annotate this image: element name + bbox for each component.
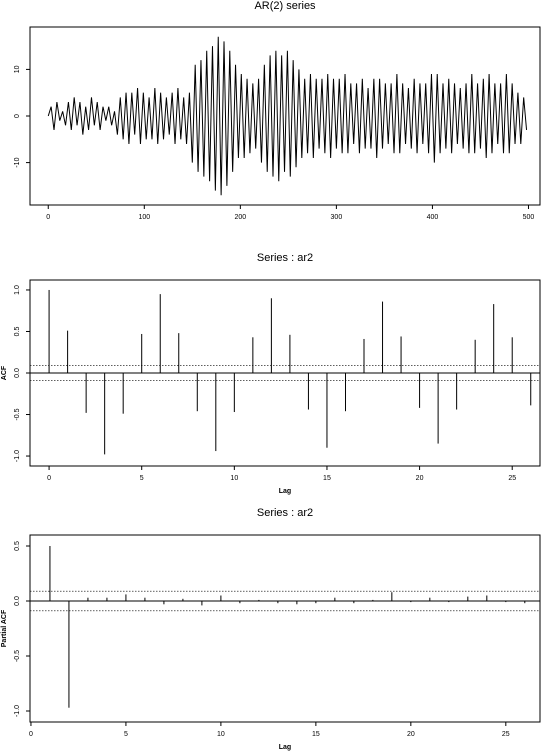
- y-tick-label: 0.5: [14, 327, 21, 337]
- x-tick-label: 300: [331, 214, 343, 221]
- x-tick-label: 500: [523, 214, 535, 221]
- plot-frame: [29, 534, 541, 723]
- chart-title: Series : ar2: [257, 252, 313, 264]
- x-tick-label: 15: [323, 475, 331, 482]
- y-axis-label: Partial ACF: [1, 609, 8, 647]
- x-tick-label: 20: [407, 731, 415, 738]
- x-tick-label: 100: [138, 214, 150, 221]
- x-tick-label: 25: [502, 731, 510, 738]
- y-tick-label: -1.0: [14, 450, 21, 462]
- y-tick-label: 0.0: [14, 596, 21, 606]
- y-tick-label: 0: [14, 114, 21, 118]
- chart-title: AR(2) series: [254, 0, 316, 12]
- x-axis-label: Lag: [279, 744, 291, 751]
- chart-title: Series : ar2: [257, 507, 313, 519]
- y-tick-label: 0.0: [14, 368, 21, 378]
- x-tick-label: 25: [508, 475, 516, 482]
- series-line: [47, 36, 528, 196]
- y-tick-label: 0.5: [14, 541, 21, 551]
- y-tick-label: -1.0: [14, 705, 21, 717]
- x-tick-label: 5: [124, 731, 128, 738]
- x-axis-label: Lag: [279, 488, 291, 495]
- x-tick-label: 0: [46, 214, 50, 221]
- y-axis-label: ACF: [1, 365, 8, 380]
- x-tick-label: 15: [312, 731, 320, 738]
- x-tick-label: 0: [29, 731, 33, 738]
- x-tick-label: 0: [47, 475, 51, 482]
- x-tick-label: 20: [416, 475, 424, 482]
- y-tick-label: -0.5: [14, 408, 21, 420]
- y-tick-label: 10: [14, 65, 21, 73]
- x-tick-label: 400: [427, 214, 439, 221]
- x-tick-label: 200: [234, 214, 246, 221]
- x-tick-label: 5: [140, 475, 144, 482]
- y-tick-label: -10: [14, 157, 21, 167]
- x-tick-label: 10: [230, 475, 238, 482]
- y-tick-label: -0.5: [14, 650, 21, 662]
- y-tick-label: 1.0: [14, 285, 21, 295]
- x-tick-label: 10: [217, 731, 225, 738]
